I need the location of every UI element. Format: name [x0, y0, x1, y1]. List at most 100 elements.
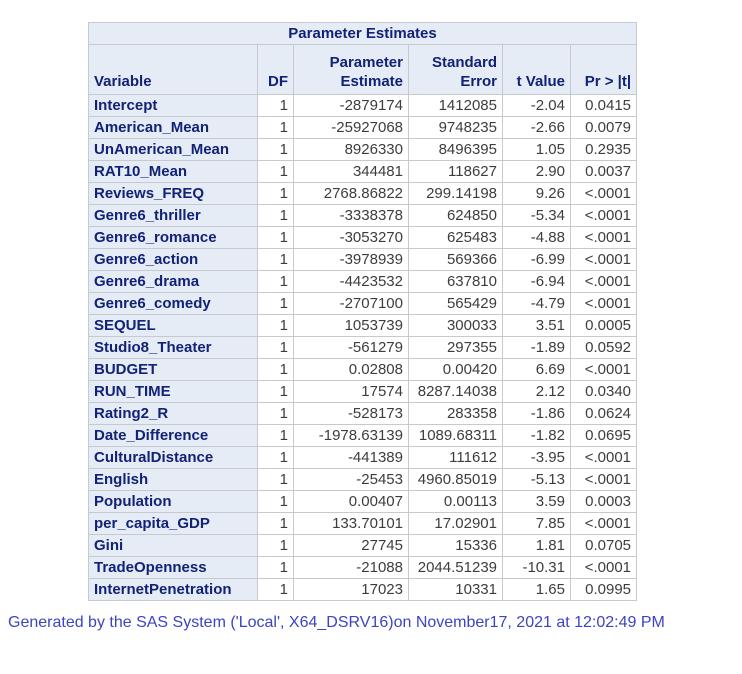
variable-cell: TradeOpenness — [88, 556, 258, 579]
table-header-row: Variable DF Parameter Estimate Standard … — [88, 44, 638, 95]
estimate-cell: -25927068 — [293, 116, 409, 139]
std-error-cell: 1412085 — [408, 94, 503, 117]
t-value-cell: -6.99 — [502, 248, 571, 271]
df-cell: 1 — [257, 226, 294, 249]
table-row: Genre6_comedy 1 -2707100 565429 -4.79 <.0001 — [88, 292, 638, 315]
col-header-pr-t: Pr > |t| — [569, 44, 638, 95]
t-value-cell: 1.81 — [502, 534, 571, 557]
df-cell: 1 — [257, 248, 294, 271]
df-cell: 1 — [257, 468, 294, 491]
pr-cell: 0.0695 — [569, 424, 638, 447]
df-cell: 1 — [257, 380, 294, 403]
t-value-cell: -1.89 — [502, 336, 571, 359]
variable-cell: RUN_TIME — [88, 380, 258, 403]
t-value-cell: -4.88 — [502, 226, 571, 249]
table-row: UnAmerican_Mean 1 8926330 8496395 1.05 0.2935 — [88, 138, 638, 161]
variable-cell: Gini — [88, 534, 258, 557]
table-title: Parameter Estimates — [87, 22, 638, 45]
variable-cell: Genre6_romance — [88, 226, 258, 249]
table-row: Date_Difference 1 -1978.63139 1089.68311 -1.… — [88, 424, 638, 447]
estimate-cell: -25453 — [293, 468, 409, 491]
col-header-t-value: t Value — [502, 44, 571, 95]
std-error-cell: 4960.85019 — [408, 468, 503, 491]
pr-cell: 0.0340 — [569, 380, 638, 403]
std-error-cell: 569366 — [408, 248, 503, 271]
estimate-cell: -4423532 — [293, 270, 409, 293]
std-error-cell: 15336 — [408, 534, 503, 557]
table-row: Genre6_thriller 1 -3338378 624850 -5.34 <.000… — [88, 204, 638, 227]
table-row: American_Mean 1 -25927068 9748235 -2.66 0.007… — [88, 116, 638, 139]
table-row: Genre6_action 1 -3978939 569366 -6.99 <.0001 — [88, 248, 638, 271]
t-value-cell: 1.05 — [502, 138, 571, 161]
parameter-estimates-table: Parameter Estimates Variable DF Paramete… — [87, 22, 638, 601]
std-error-cell: 565429 — [408, 292, 503, 315]
table-title-row: Parameter Estimates — [87, 22, 638, 45]
table-row: SEQUEL 1 1053739 300033 3.51 0.0005 — [88, 314, 638, 337]
df-cell: 1 — [257, 578, 294, 601]
table-row: Population 1 0.00407 0.00113 3.59 0.0003 — [88, 490, 638, 513]
pr-cell: <.0001 — [569, 182, 638, 205]
t-value-cell: 7.85 — [502, 512, 571, 535]
pr-cell: 0.0079 — [569, 116, 638, 139]
variable-cell: Genre6_action — [88, 248, 258, 271]
table-row: Genre6_romance 1 -3053270 625483 -4.88 <.0001 — [88, 226, 638, 249]
t-value-cell: 1.65 — [502, 578, 571, 601]
pr-cell: 0.0624 — [569, 402, 638, 425]
pr-cell: 0.0705 — [569, 534, 638, 557]
df-cell: 1 — [257, 336, 294, 359]
std-error-cell: 297355 — [408, 336, 503, 359]
std-error-cell: 1089.68311 — [408, 424, 503, 447]
estimate-cell: -441389 — [293, 446, 409, 469]
table-row: per_capita_GDP 1 133.70101 17.02901 7.85 <.00… — [88, 512, 638, 535]
pr-cell: 0.0995 — [569, 578, 638, 601]
t-value-cell: -2.66 — [502, 116, 571, 139]
t-value-cell: -1.86 — [502, 402, 571, 425]
variable-cell: Intercept — [88, 94, 258, 117]
col-header-variable: Variable — [88, 44, 258, 95]
variable-cell: Genre6_comedy — [88, 292, 258, 315]
pr-cell: 0.0005 — [569, 314, 638, 337]
df-cell: 1 — [257, 160, 294, 183]
t-value-cell: -10.31 — [502, 556, 571, 579]
estimate-cell: -3978939 — [293, 248, 409, 271]
estimate-cell: 133.70101 — [293, 512, 409, 535]
pr-cell: 0.2935 — [569, 138, 638, 161]
variable-cell: BUDGET — [88, 358, 258, 381]
table-row: RAT10_Mean 1 344481 118627 2.90 0.0037 — [88, 160, 638, 183]
variable-cell: Date_Difference — [88, 424, 258, 447]
pr-cell: <.0001 — [569, 292, 638, 315]
variable-cell: InternetPenetration — [88, 578, 258, 601]
table-row: CulturalDistance 1 -441389 111612 -3.95 <.000… — [88, 446, 638, 469]
parameter-estimates-table-wrap: Parameter Estimates Variable DF Paramete… — [87, 22, 742, 601]
estimate-cell: 344481 — [293, 160, 409, 183]
estimate-cell: 27745 — [293, 534, 409, 557]
std-error-cell: 10331 — [408, 578, 503, 601]
pr-cell: <.0001 — [569, 358, 638, 381]
t-value-cell: -5.34 — [502, 204, 571, 227]
variable-cell: American_Mean — [88, 116, 258, 139]
pr-cell: <.0001 — [569, 556, 638, 579]
pr-cell: <.0001 — [569, 446, 638, 469]
estimate-cell: -1978.63139 — [293, 424, 409, 447]
table-row: Studio8_Theater 1 -561279 297355 -1.89 0.0592 — [88, 336, 638, 359]
std-error-cell: 283358 — [408, 402, 503, 425]
pr-cell: <.0001 — [569, 512, 638, 535]
df-cell: 1 — [257, 182, 294, 205]
t-value-cell: -3.95 — [502, 446, 571, 469]
df-cell: 1 — [257, 116, 294, 139]
df-cell: 1 — [257, 270, 294, 293]
std-error-cell: 637810 — [408, 270, 503, 293]
estimate-cell: -2707100 — [293, 292, 409, 315]
df-cell: 1 — [257, 314, 294, 337]
t-value-cell: 9.26 — [502, 182, 571, 205]
std-error-cell: 9748235 — [408, 116, 503, 139]
std-error-cell: 17.02901 — [408, 512, 503, 535]
table-body: Intercept 1 -2879174 1412085 -2.04 0.0415 Amer… — [88, 94, 638, 601]
std-error-cell: 0.00113 — [408, 490, 503, 513]
estimate-cell: 17574 — [293, 380, 409, 403]
t-value-cell: -5.13 — [502, 468, 571, 491]
std-error-cell: 111612 — [408, 446, 503, 469]
estimate-cell: -3338378 — [293, 204, 409, 227]
std-error-cell: 8287.14038 — [408, 380, 503, 403]
df-cell: 1 — [257, 94, 294, 117]
